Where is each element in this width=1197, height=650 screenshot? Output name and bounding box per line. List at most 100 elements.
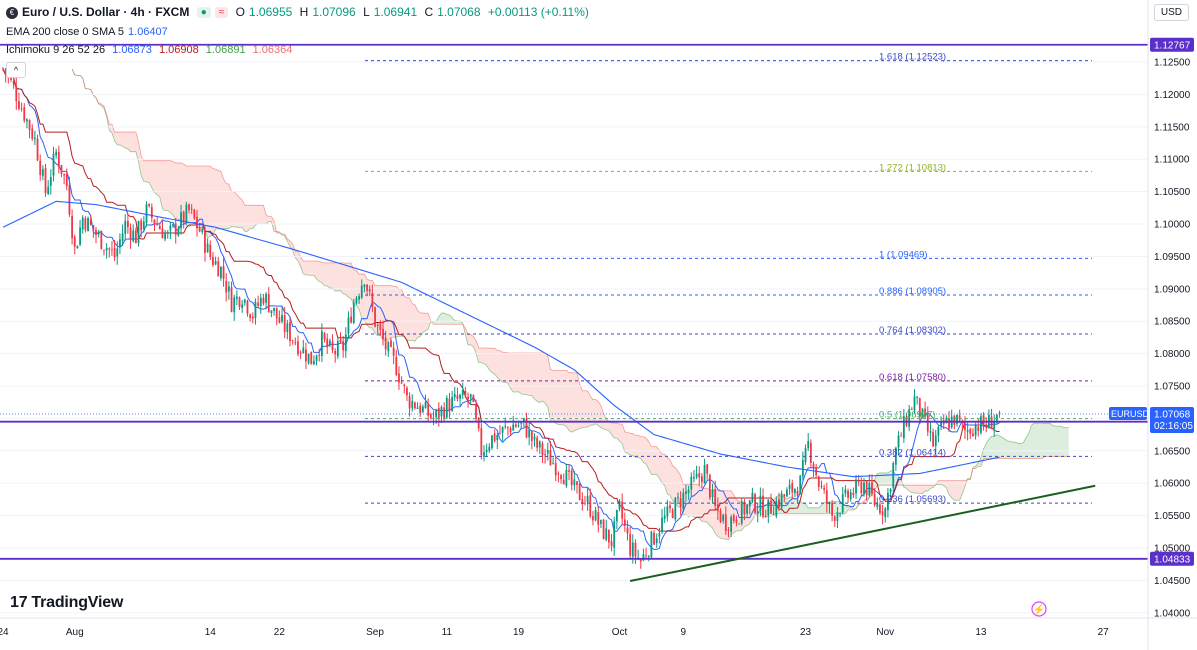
time-axis[interactable]: 24 Aug 14 22 Sep 11 19 Oct 9 23 Nov 13 27 ⚡ [0, 601, 1197, 638]
candle-up [166, 232, 169, 234]
legend-ema[interactable]: EMA 200 close 0 SMA 5 1.06407 [6, 26, 172, 38]
ichimoku-label: Ichimoku 9 26 52 26 [6, 44, 106, 56]
candle-up [677, 497, 679, 498]
cloud-segment-bearish [404, 295, 407, 342]
symbol-tag[interactable] [1109, 406, 1147, 420]
candle-up [794, 489, 796, 494]
buy-dot-icon[interactable]: ● [196, 7, 211, 19]
candle-up [142, 221, 145, 229]
ema-value: 1.06407 [128, 26, 168, 38]
candle-down [762, 495, 764, 517]
cloud-segment-bullish [821, 502, 825, 514]
candle-down [371, 292, 374, 308]
candle-down [629, 533, 632, 556]
candle-up [884, 508, 887, 518]
candle-down [557, 473, 560, 475]
cloud-segment-bearish [406, 297, 410, 342]
ichimoku-span-a-line [71, 68, 1069, 541]
candle-down [910, 409, 913, 410]
candle-up [995, 414, 998, 421]
trendline[interactable] [629, 484, 1096, 582]
candle-up [836, 512, 839, 521]
candle-up [661, 517, 663, 532]
low-value: 1.06941 [373, 5, 418, 19]
candle-down [783, 494, 786, 497]
time-tick-13: 13 [975, 627, 987, 638]
cloud-segment-bearish [305, 260, 309, 276]
candle-down [525, 418, 528, 438]
cloud-segment-bearish [377, 285, 381, 336]
cloud-segment-bearish [189, 166, 192, 227]
collapse-legend-button[interactable]: ^ [6, 62, 26, 78]
candle-down [342, 341, 345, 351]
cloud-segment-bearish [337, 262, 341, 291]
candle-down [568, 470, 570, 472]
cloud-segment-bullish [1055, 425, 1058, 457]
candle-down [570, 470, 573, 486]
legend-ichimoku[interactable]: Ichimoku 9 26 52 26 1.06873 1.06908 1.06… [6, 44, 296, 56]
cloud-segment-bearish [927, 485, 931, 492]
candle-down [735, 519, 738, 523]
cloud-segment-bullish [1023, 437, 1027, 459]
tradingview-logo[interactable]: 17 TradingView [10, 594, 123, 612]
cloud-segment-bearish [141, 155, 144, 182]
candle-down [716, 504, 719, 512]
cloud-segment-bearish [234, 192, 237, 228]
candle-down [305, 349, 307, 362]
candle-up [220, 266, 222, 279]
candle-up [788, 484, 791, 489]
candle-up [868, 483, 871, 496]
candle-up [121, 233, 124, 241]
candle-down [174, 223, 177, 235]
cloud-segment-bearish [327, 262, 330, 288]
cloud-segment-bullish [824, 502, 827, 514]
cloud-segment-bearish [396, 286, 399, 338]
candle-down [230, 287, 233, 312]
cloud-segment-bearish [364, 274, 368, 326]
candle-down [209, 244, 212, 258]
candle-up [206, 243, 209, 253]
candle-down [31, 128, 34, 139]
candle-down [15, 86, 18, 102]
cloud-segment-bearish [635, 435, 639, 458]
lightning-icon[interactable] [1031, 601, 1047, 617]
cloud-segment-bearish [181, 162, 184, 224]
candle-down [610, 541, 613, 547]
wave-icon[interactable]: ≈ [214, 7, 229, 19]
cloud-segment-bearish [909, 485, 912, 493]
candle-down [89, 219, 92, 225]
candle-up [605, 528, 608, 540]
currency-button[interactable]: USD [1153, 4, 1189, 21]
candle-down [267, 293, 270, 313]
cloud-segment-bullish [988, 436, 992, 459]
price-tick: 1.05000 [1154, 543, 1191, 554]
candle-up [685, 491, 687, 494]
cloud-segment-bullish [1026, 433, 1029, 459]
cloud-segment-bearish [313, 260, 317, 280]
cloud-segment-bearish [159, 160, 163, 209]
cloud-segment-bearish [255, 205, 259, 226]
cloud-segment-bullish [757, 508, 761, 515]
candle-up [360, 285, 363, 298]
candle-up [328, 340, 331, 346]
cloud-segment-bearish [542, 353, 546, 404]
support-trendline[interactable] [629, 484, 1096, 582]
candle-down [65, 173, 68, 187]
fibonacci-levels[interactable]: 1.618 (1.12523) 1.272 (1.10813) 1 (1.09469… [365, 52, 1092, 506]
cloud-segment-bearish [351, 263, 354, 306]
candle-down [972, 433, 974, 437]
cloud-segment-bullish [826, 502, 830, 514]
candle-down [443, 407, 446, 418]
candle-down [918, 398, 921, 418]
candle-up [281, 314, 283, 322]
cloud-segment-bullish [882, 472, 886, 486]
candle-down [148, 203, 151, 207]
symbol-title[interactable]: Euro / U.S. Dollar · 4h · FXCM [22, 5, 190, 19]
cloud-segment-bullish [444, 312, 447, 325]
candle-up [839, 513, 841, 515]
cloud-segment-bearish [648, 441, 652, 475]
cloud-segment-bullish [1063, 427, 1066, 457]
